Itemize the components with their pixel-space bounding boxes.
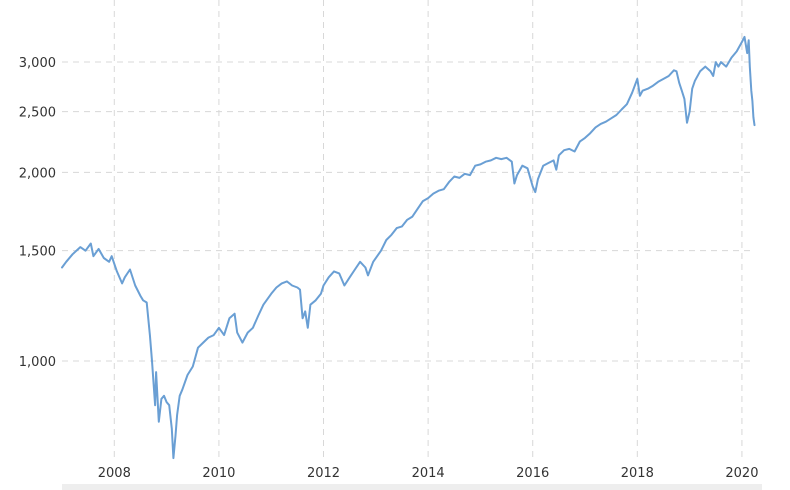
x-tick-label-2012: 2012 <box>307 466 340 481</box>
y-tick-label-1000: 1,000 <box>19 355 56 370</box>
x-tick-label-2010: 2010 <box>202 466 235 481</box>
y-tick-label-1500: 1,500 <box>19 245 56 260</box>
grid-lines <box>62 0 755 462</box>
x-tick-label-2014: 2014 <box>412 466 445 481</box>
y-tick-label-3000: 3,000 <box>19 56 56 71</box>
x-tick-label-2020: 2020 <box>725 466 758 481</box>
y-axis-tick-labels: 1,000 1,500 2,000 2,500 3,000 <box>19 56 56 370</box>
series-line-0 <box>61 35 756 460</box>
x-axis-tick-labels: 2008 2010 2012 2014 2016 2018 2020 <box>98 466 759 481</box>
navigator-bar <box>62 484 762 490</box>
x-tick-label-2018: 2018 <box>621 466 654 481</box>
x-tick-label-2016: 2016 <box>516 466 549 481</box>
series-layer <box>61 35 756 460</box>
y-tick-label-2000: 2,000 <box>19 166 56 181</box>
y-tick-label-2500: 2,500 <box>19 106 56 121</box>
x-tick-label-2008: 2008 <box>98 466 131 481</box>
